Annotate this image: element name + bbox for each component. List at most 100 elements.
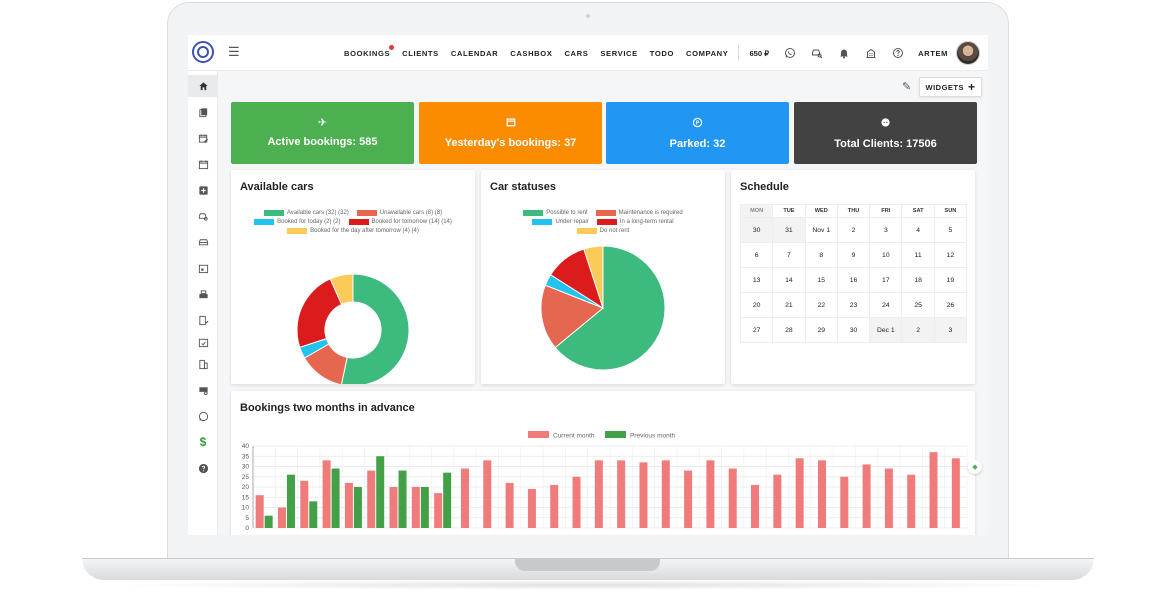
bar-previous[interactable] (331, 468, 340, 528)
pie-slice[interactable] (583, 245, 604, 309)
calendar-day-cell[interactable]: 11 (901, 242, 935, 268)
bar-current[interactable] (367, 470, 376, 528)
help-icon[interactable] (188, 457, 218, 479)
calendar-day-cell[interactable]: 12 (933, 242, 968, 268)
bar-current[interactable] (706, 460, 715, 528)
cashbox-icon[interactable] (188, 283, 218, 305)
edit-pencil-icon[interactable]: ✎ (902, 81, 912, 93)
menu-toggle-icon[interactable]: ☰ (228, 44, 240, 59)
stat-yesterday-bookings[interactable]: Yesterday's bookings: 37 (419, 102, 602, 164)
nav-cars[interactable]: CARS (564, 48, 589, 58)
bar-current[interactable] (862, 464, 871, 528)
legend-item[interactable]: In a long-term rental (596, 219, 674, 225)
bar-previous[interactable] (376, 456, 385, 528)
bar-current[interactable] (389, 487, 398, 528)
calendar-day-cell[interactable]: 21 (772, 292, 806, 318)
building-icon[interactable] (188, 353, 218, 375)
bar-current[interactable] (594, 460, 603, 528)
calendar-day-cell[interactable]: 20 (739, 292, 774, 318)
car-icon[interactable] (188, 231, 218, 253)
bar-current[interactable] (277, 507, 286, 529)
bar-previous[interactable] (264, 515, 273, 528)
calendar-day-cell[interactable]: 25 (901, 292, 935, 318)
calendar-day-cell[interactable]: 9 (836, 242, 871, 268)
pie-slice[interactable] (329, 273, 354, 306)
avatar[interactable] (956, 41, 981, 65)
bar-previous[interactable] (353, 487, 362, 528)
legend-item[interactable]: Unavailable cars (8) (8) (356, 210, 442, 216)
logo[interactable] (192, 41, 214, 63)
pie-slice[interactable] (341, 273, 410, 384)
add-box-icon[interactable] (188, 179, 218, 201)
calendar-day-cell[interactable]: 7 (772, 242, 806, 268)
bar-current[interactable] (411, 487, 420, 528)
bar-current[interactable] (527, 489, 536, 528)
home-icon[interactable] (188, 75, 218, 97)
pie-slice[interactable] (554, 245, 666, 371)
bar-current[interactable] (434, 493, 443, 528)
calendar-day-cell[interactable]: 26 (933, 292, 968, 318)
dollar-icon[interactable]: $ (199, 435, 207, 449)
calendar-day-cell[interactable]: 4 (901, 217, 935, 243)
calendar-day-cell[interactable]: 30 (739, 217, 774, 243)
bar-current[interactable] (300, 480, 309, 528)
bar-current[interactable] (751, 484, 760, 528)
nav-company[interactable]: COMPANY (685, 48, 729, 58)
bar-current[interactable] (929, 452, 938, 528)
bar-current[interactable] (322, 460, 331, 528)
calendar-day-cell[interactable]: 31 (772, 217, 806, 243)
calendar-day-cell[interactable]: 16 (836, 267, 871, 293)
calendar-day-cell[interactable]: 27 (739, 317, 774, 343)
legend-item[interactable]: Do not rent (576, 228, 629, 234)
stat-total-clients[interactable]: Total Clients: 17506 (794, 102, 977, 164)
legend-item[interactable]: Booked for the day after tomorrow (4) (4… (287, 228, 419, 234)
bar-current[interactable] (817, 460, 826, 528)
calendar-day-cell[interactable]: 10 (869, 242, 903, 268)
bar-previous[interactable] (398, 470, 407, 528)
calendar-day-cell[interactable]: 19 (933, 267, 968, 293)
car-search-icon[interactable] (188, 205, 218, 227)
documents-icon[interactable] (188, 101, 218, 123)
calendar-day-cell[interactable]: 5 (933, 217, 968, 243)
calendar-day-cell[interactable]: 22 (804, 292, 838, 318)
calendar-day-cell[interactable]: 2 (836, 217, 871, 243)
bar-current[interactable] (344, 482, 353, 528)
user-name[interactable]: ARTEM (918, 48, 949, 58)
nav-bookings[interactable]: BOOKINGS (344, 44, 395, 58)
report-icon[interactable] (188, 309, 218, 331)
building-icon[interactable] (864, 46, 878, 60)
legend-item[interactable]: Under repair (532, 219, 589, 225)
calendar-day-cell[interactable]: 15 (804, 267, 838, 293)
calendar-day-cell[interactable]: Dec 1 (869, 317, 903, 343)
bar-current[interactable] (255, 495, 264, 528)
bar-current[interactable] (661, 460, 670, 528)
calendar-day-cell[interactable]: 17 (869, 267, 903, 293)
bar-previous[interactable] (286, 474, 295, 528)
nav-calendar[interactable]: CALENDAR (450, 48, 499, 58)
pie-slice[interactable] (540, 284, 604, 349)
legend-item[interactable]: Booked for tomorrow (14) (14) (348, 219, 452, 225)
bar-current[interactable] (951, 458, 960, 528)
calendar-day-cell[interactable]: 3 (933, 317, 968, 343)
bar-current[interactable] (773, 474, 782, 528)
bar-current[interactable] (483, 460, 492, 528)
calendar-day-cell[interactable]: 6 (739, 242, 774, 268)
calendar-day-cell[interactable]: 29 (804, 317, 838, 343)
truck-settings-icon[interactable] (188, 379, 218, 401)
bar-current[interactable] (639, 462, 648, 528)
stat-active-bookings[interactable]: ✈ Active bookings: 585 (231, 102, 414, 164)
help-icon[interactable] (891, 46, 905, 60)
calendar-day-cell[interactable]: 18 (901, 267, 935, 293)
bar-current[interactable] (550, 484, 559, 528)
bell-icon[interactable] (837, 46, 851, 60)
calendar-today-icon[interactable] (188, 257, 218, 279)
calendar-day-cell[interactable]: 8 (804, 242, 838, 268)
bar-current[interactable] (684, 470, 693, 528)
calendar-day-cell[interactable]: 3 (869, 217, 903, 243)
calendar-icon[interactable] (188, 153, 218, 175)
balance[interactable]: 650 ₽ (749, 48, 770, 58)
calendar-check-icon[interactable] (188, 331, 218, 353)
legend-item[interactable]: Possible to rent (523, 210, 588, 216)
bar-previous[interactable] (309, 501, 318, 528)
shield-icon[interactable]: ◆ (968, 460, 982, 474)
